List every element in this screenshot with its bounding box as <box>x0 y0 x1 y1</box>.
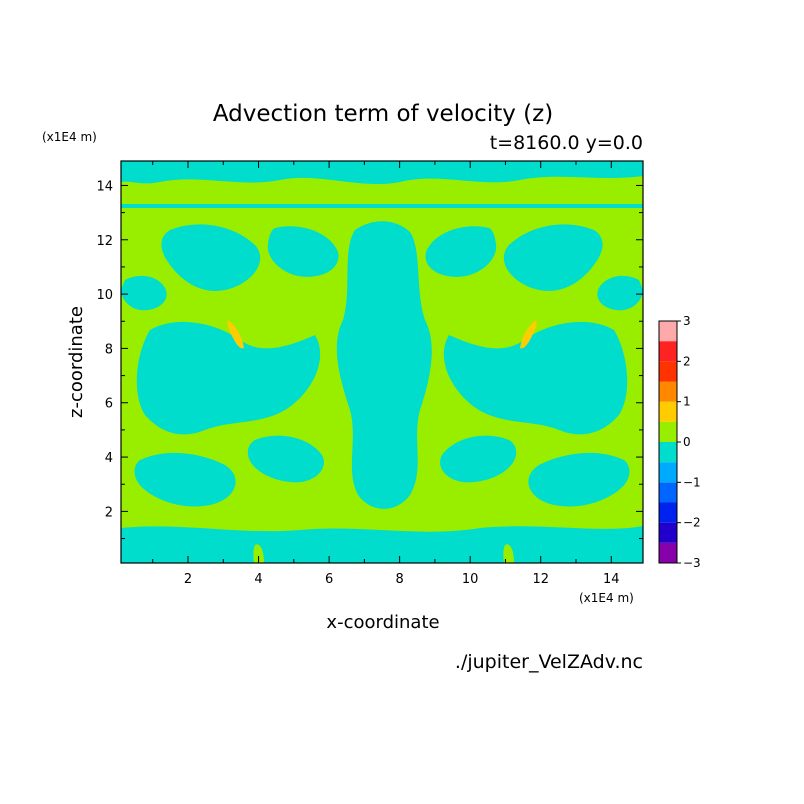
x-tick-label: 8 <box>395 572 403 587</box>
negative-region <box>161 224 261 291</box>
plot-frame <box>120 160 644 564</box>
colorbar-tick-label: 1 <box>683 395 691 409</box>
y-tick-label: 4 <box>105 451 113 466</box>
x-tick-label: 12 <box>532 572 549 587</box>
negative-region <box>247 435 324 483</box>
colorbar-segment <box>659 421 677 442</box>
colorbar-tick-label: 3 <box>683 314 691 328</box>
x-tick-label: 4 <box>254 572 262 587</box>
x-unit-label: (x1E4 m) <box>579 591 634 605</box>
y-tick-label: 6 <box>105 397 113 412</box>
negative-region <box>336 221 432 509</box>
chart-title: Advection term of velocity (z) <box>213 101 553 127</box>
negative-region <box>121 526 643 563</box>
source-file-label: ./jupiter_VelZAdv.nc <box>455 651 643 673</box>
negative-region <box>238 376 293 413</box>
colorbar-tick-label: −1 <box>683 475 701 489</box>
colorbar-segment <box>659 542 677 563</box>
negative-region <box>425 226 497 277</box>
colorbar-segment <box>659 522 677 543</box>
y-axis-label: z-coordinate <box>66 306 87 418</box>
negative-region <box>121 161 643 185</box>
chart-subtitle: t=8160.0 y=0.0 <box>490 132 643 154</box>
colorbar-segment <box>659 502 677 523</box>
colorbar-segment <box>659 341 677 362</box>
positive-highlights <box>227 320 537 563</box>
negative-region <box>528 452 630 507</box>
negative-region <box>121 275 167 311</box>
y-tick-label: 12 <box>96 234 113 249</box>
colorbar-tick-label: −3 <box>683 556 701 570</box>
positive-region <box>503 544 514 563</box>
negative-region <box>503 224 603 291</box>
plot-area <box>121 161 643 563</box>
y-tick-label: 8 <box>105 342 113 357</box>
negative-region <box>597 275 643 311</box>
positive-region <box>253 544 264 563</box>
colorbar-segment <box>659 462 677 483</box>
colorbar-tick-label: 2 <box>683 354 691 368</box>
colorbar-segment <box>659 361 677 382</box>
y-tick-label: 14 <box>96 179 113 194</box>
negative-region <box>471 376 526 413</box>
colorbar-tick-label: −2 <box>683 516 701 530</box>
negative-region <box>267 226 339 277</box>
y-tick-label: 10 <box>96 288 113 303</box>
positive-region <box>227 320 244 349</box>
x-tick-label: 14 <box>603 572 620 587</box>
x-tick-label: 10 <box>462 572 479 587</box>
colorbar: −3 −2 −1 0 1 2 3 <box>658 314 701 570</box>
colorbar-segment <box>659 401 677 422</box>
y-unit-label: (x1E4 m) <box>42 130 97 144</box>
axes: 2 4 6 8 10 12 14 2 4 6 8 10 12 14 <box>96 161 643 587</box>
positive-region <box>520 320 537 349</box>
x-tick-label: 2 <box>184 572 192 587</box>
y-tick-label: 2 <box>105 505 113 520</box>
x-axis-label: x-coordinate <box>326 612 439 633</box>
negative-region <box>440 435 517 483</box>
colorbar-segment <box>659 442 677 463</box>
x-tick-label: 6 <box>325 572 333 587</box>
negative-region <box>134 452 236 507</box>
negative-region <box>121 204 643 208</box>
colorbar-tick-label: 0 <box>683 435 691 449</box>
colorbar-segment <box>659 482 677 503</box>
colorbar-segment <box>659 321 677 342</box>
colorbar-segment <box>659 381 677 402</box>
